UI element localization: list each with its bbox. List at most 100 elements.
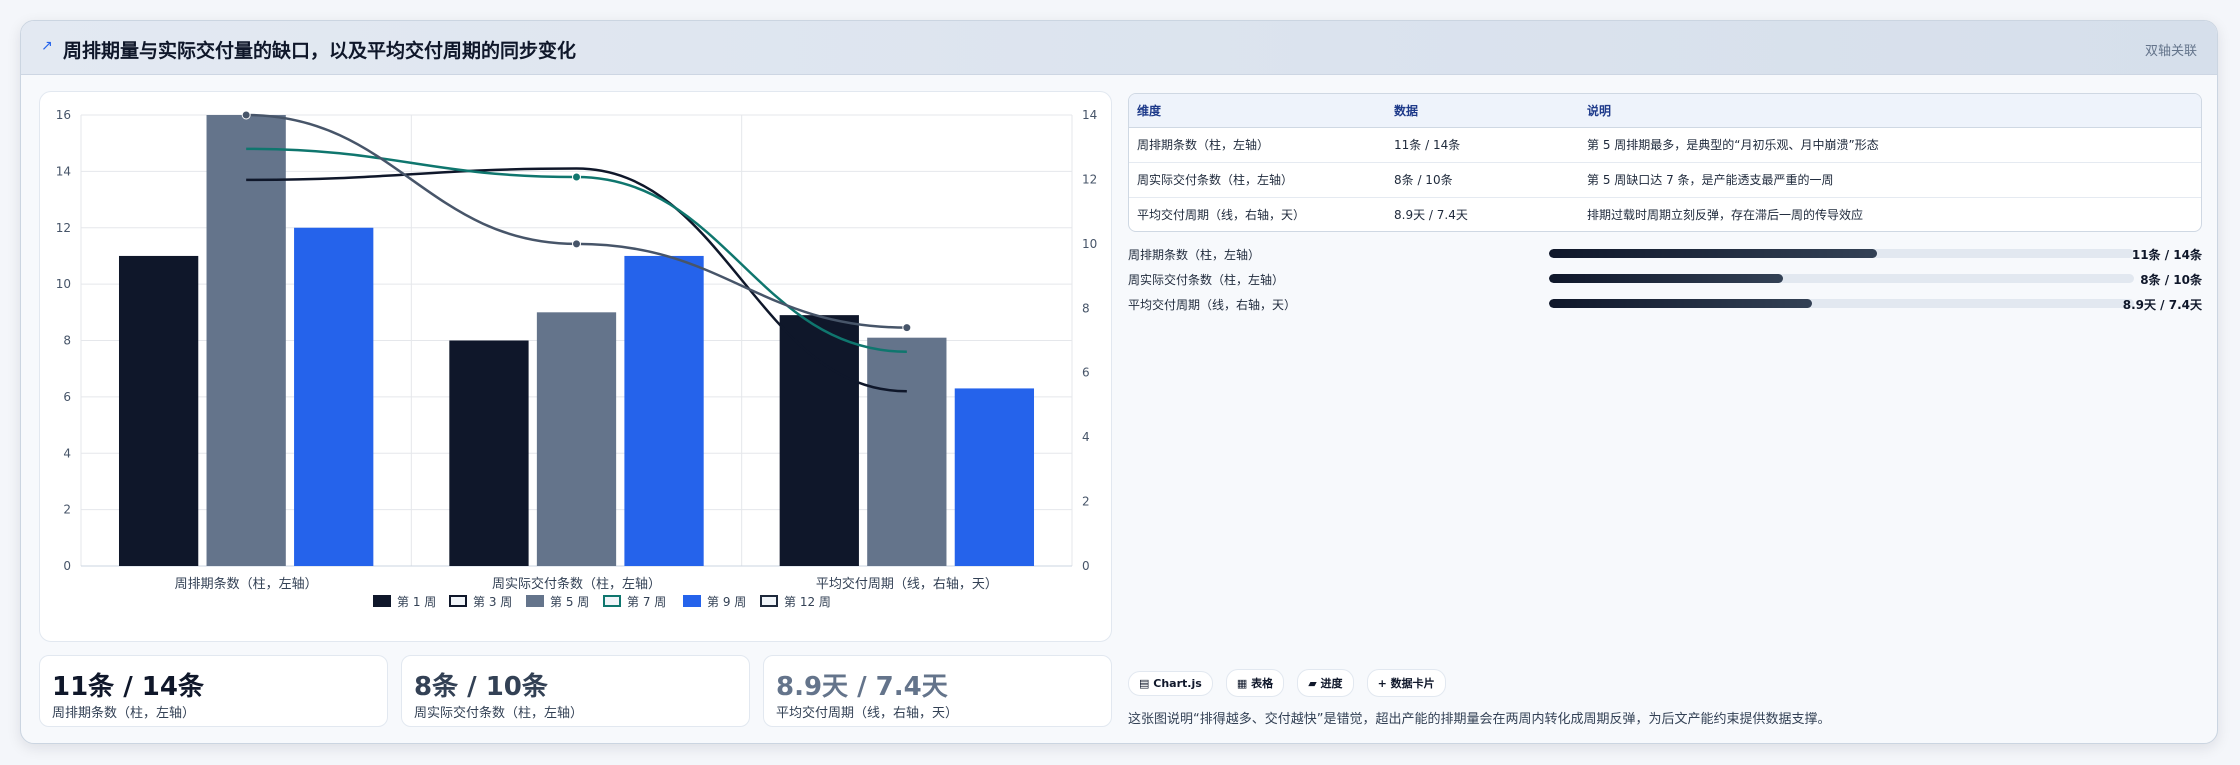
dual-axis-badge: 双轴关联	[2144, 44, 2197, 59]
x-tick-label: 平均交付周期（线，右轴，天）	[816, 576, 998, 592]
kpi-value: 8条 / 10条	[414, 672, 548, 702]
progress-fill	[1549, 274, 1783, 283]
table-row: 周排期条数（柱，左轴） 11条 / 14条 第 5 周排期最多，是典型的“月初乐…	[1129, 127, 2201, 163]
table-cell: 周排期条数（柱，左轴）	[1129, 127, 1386, 163]
table-icon: ▦	[1236, 677, 1248, 690]
table-cell: 11条 / 14条	[1386, 127, 1579, 163]
line-point	[572, 239, 581, 249]
y-left-tick-label: 14	[56, 164, 71, 178]
kpi-value: 8.9天 / 7.4天	[776, 672, 948, 702]
progress-list: 周排期条数（柱，左轴） 11条 / 14条 周实际交付条数（柱，左轴） 8条 /…	[1128, 241, 2202, 316]
page-title: 周排期量与实际交付量的缺口，以及平均交付周期的同步变化	[63, 40, 577, 62]
table-cell: 周实际交付条数（柱，左轴）	[1129, 162, 1386, 198]
table-cell: 8条 / 10条	[1386, 162, 1579, 198]
series-line	[246, 147, 907, 354]
chip-data-card[interactable]: + 数据卡片	[1366, 669, 1446, 697]
x-tick-label: 周排期条数（柱，左轴）	[175, 576, 318, 592]
bar	[779, 315, 859, 566]
legend-label: 第 1 周	[397, 595, 436, 609]
legend-swatch	[683, 595, 701, 607]
legend-label: 第 5 周	[550, 595, 589, 609]
plus-icon: +	[1377, 677, 1387, 690]
progress-track	[1549, 274, 2134, 283]
chip-label: 数据卡片	[1390, 677, 1435, 690]
chart-icon: ▤	[1139, 677, 1150, 690]
y-right-tick-label: 14	[1082, 108, 1097, 122]
y-left-tick-label: 4	[63, 446, 71, 460]
dashboard-card: ↗ 周排期量与实际交付量的缺口，以及平均交付周期的同步变化 双轴关联 0 2 4 6 8…	[20, 20, 2218, 744]
progress-fill	[1549, 299, 1813, 308]
progress-value: 11条 / 14条	[2131, 248, 2202, 262]
kpi-card-cycle: 8.9天 / 7.4天 平均交付周期（线，右轴，天）	[763, 655, 1112, 727]
chip-label: 进度	[1320, 677, 1343, 690]
bar	[449, 340, 529, 566]
progress-value: 8条 / 10条	[2140, 273, 2202, 287]
legend-swatch	[603, 595, 621, 607]
y-right-tick-label: 10	[1082, 237, 1097, 251]
table-row: 平均交付周期（线，右轴，天） 8.9天 / 7.4天 排期过载时周期立刻反弹，存…	[1129, 197, 2201, 231]
bar	[624, 255, 704, 566]
y-right-tick-label: 0	[1082, 559, 1090, 573]
y-right-tick-label: 4	[1082, 430, 1090, 444]
y-left-tick-label: 12	[56, 221, 71, 235]
card-header: ↗ 周排期量与实际交付量的缺口，以及平均交付周期的同步变化 双轴关联	[21, 21, 2217, 75]
y-left-tick-label: 6	[63, 390, 71, 404]
legend-label: 第 7 周	[627, 595, 666, 609]
chip-chartjs[interactable]: ▤ Chart.js	[1128, 671, 1213, 696]
x-tick-label: 周实际交付条数（柱，左轴）	[492, 576, 661, 592]
y-left-tick-label: 10	[56, 277, 71, 291]
progress-icon: ▰	[1308, 677, 1317, 690]
bar	[118, 255, 199, 566]
table-cell: 第 5 周缺口达 7 条，是产能透支最严重的一周	[1579, 162, 2201, 198]
progress-row: 周排期条数（柱，左轴） 11条 / 14条	[1128, 241, 2202, 266]
kpi-value: 11条 / 14条	[52, 672, 204, 702]
table-cell: 排期过载时周期立刻反弹，存在滞后一周的传导效应	[1587, 208, 1864, 223]
kpi-label: 周排期条数（柱，左轴）	[52, 706, 196, 721]
y-left-tick-label: 8	[63, 334, 71, 348]
progress-fill	[1549, 249, 1877, 258]
table-cell: 平均交付周期（线，右轴，天）	[1137, 208, 1306, 223]
legend-label: 第 3 周	[473, 595, 512, 609]
summary-note: 这张图说明“排得越多、交付越快”是错觉，超出产能的排期量会在两周内转化成周期反弹…	[1128, 712, 1831, 727]
progress-track	[1549, 249, 2134, 258]
bar	[954, 388, 1035, 566]
progress-label: 周排期条数（柱，左轴）	[1128, 248, 1261, 262]
legend-label: 第 9 周	[707, 595, 746, 609]
progress-label: 平均交付周期（线，右轴，天）	[1128, 298, 1297, 312]
bar	[536, 312, 617, 566]
line-point	[902, 323, 912, 333]
progress-track	[1549, 299, 2134, 308]
legend-swatch	[373, 595, 391, 607]
chip-label: Chart.js	[1153, 677, 1202, 690]
table-header-cell: 数据	[1386, 94, 1579, 128]
kpi-label: 周实际交付条数（柱，左轴）	[414, 706, 584, 721]
progress-label: 周实际交付条数（柱，左轴）	[1128, 273, 1285, 287]
progress-row: 周实际交付条数（柱，左轴） 8条 / 10条	[1128, 266, 2202, 291]
chip-label: 表格	[1251, 677, 1274, 690]
bar	[206, 115, 286, 566]
line-point	[572, 172, 581, 182]
data-table: 维度 数据 说明 周排期条数（柱，左轴） 11条 / 14条 第 5 周排期最多…	[1128, 93, 2202, 232]
legend-swatch	[526, 595, 544, 607]
table-cell: 第 5 周排期最多，是典型的“月初乐观、月中崩溃”形态	[1579, 127, 2201, 163]
kpi-card-delivery: 8条 / 10条 周实际交付条数（柱，左轴）	[401, 655, 750, 727]
table-header-row: 维度 数据 说明	[1129, 94, 2201, 128]
y-left-tick-label: 16	[56, 108, 71, 122]
table-cell: 8.9天 / 7.4天	[1394, 208, 1468, 223]
legend-swatch	[760, 595, 778, 607]
y-left-tick-label: 0	[63, 559, 71, 573]
kpi-label: 平均交付周期（线，右轴，天）	[776, 706, 959, 721]
tech-chips: ▤ Chart.js ▦ 表格 ▰ 进度 + 数据卡片	[1128, 669, 1454, 697]
chip-table[interactable]: ▦ 表格	[1225, 669, 1285, 697]
bar	[867, 337, 947, 566]
bar	[294, 227, 374, 566]
chip-progress[interactable]: ▰ 进度	[1297, 669, 1354, 697]
table-header-cell: 说明	[1579, 94, 2201, 128]
series-line	[246, 167, 907, 393]
combo-chart: 0 2 4 6 8 10 12 14 16 0 2 4 6 8 10 12 14 周排期条数（柱，左轴） 周实际交付…	[56, 108, 1098, 609]
line-point	[241, 110, 251, 120]
table-row: 周实际交付条数（柱，左轴） 8条 / 10条 第 5 周缺口达 7 条，是产能透…	[1129, 162, 2201, 198]
y-right-tick-label: 12	[1082, 172, 1097, 186]
y-right-tick-label: 8	[1082, 301, 1090, 315]
y-left-tick-label: 2	[63, 503, 71, 517]
